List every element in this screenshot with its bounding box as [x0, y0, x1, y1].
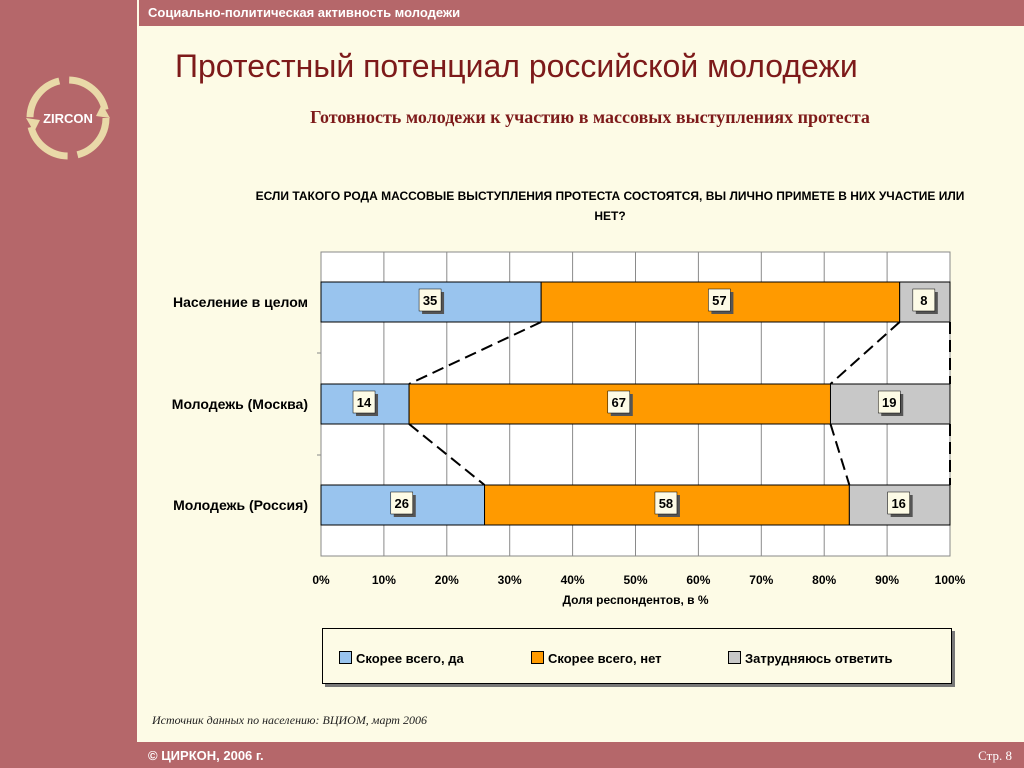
x-tick-label: 50%	[623, 573, 647, 587]
value-label-box	[352, 390, 376, 414]
value-label-box	[912, 288, 936, 312]
legend-label-no: Скорее всего, нет	[548, 651, 662, 666]
top-bar	[0, 0, 1024, 26]
legend-swatch-no	[531, 651, 544, 664]
x-axis-label: Доля респондентов, в %	[562, 593, 708, 607]
value-label: 26	[395, 496, 409, 511]
x-tick-label: 10%	[372, 573, 396, 587]
legend-label-yes: Скорее всего, да	[356, 651, 464, 666]
legend-item-unsure: Затрудняюсь ответить	[728, 651, 892, 666]
x-tick-label: 70%	[749, 573, 773, 587]
x-tick-label: 40%	[561, 573, 585, 587]
value-label-box	[654, 491, 678, 515]
value-label: 35	[423, 293, 437, 308]
x-tick-label: 0%	[312, 573, 330, 587]
section-title: Социально-политическая активность молоде…	[148, 5, 461, 20]
x-tick-label: 90%	[875, 573, 899, 587]
connector-line	[408, 423, 486, 486]
footer-copyright: © ЦИРКОН, 2006 г.	[148, 748, 264, 763]
value-label: 67	[612, 395, 626, 410]
value-label-box	[708, 288, 731, 312]
legend-item-no: Скорее всего, нет	[531, 651, 662, 666]
value-label: 8	[920, 293, 927, 308]
bottom-bar	[0, 742, 1024, 768]
x-tick-label: 100%	[935, 573, 966, 587]
survey-question: ЕСЛИ ТАКОГО РОДА МАССОВЫЕ ВЫСТУПЛЕНИЯ ПР…	[255, 189, 965, 223]
chart-legend: Скорее всего, да Скорее всего, нет Затру…	[322, 628, 952, 684]
legend-item-yes: Скорее всего, да	[339, 651, 464, 666]
value-label-box	[418, 288, 442, 312]
category-label: Молодежь (Россия)	[173, 497, 308, 513]
connector-line	[408, 321, 542, 385]
page-number: Стр. 8	[978, 748, 1012, 763]
x-tick-label: 20%	[435, 573, 459, 587]
legend-swatch-yes	[339, 651, 352, 664]
category-label: Население в целом	[173, 294, 308, 310]
value-label-box	[887, 491, 910, 515]
page-title: Протестный потенциал российской молодежи	[175, 48, 858, 84]
zircon-logo: ZIRCON	[26, 76, 110, 160]
left-panel	[0, 26, 137, 742]
value-label-box	[390, 491, 414, 515]
value-label-box	[877, 390, 901, 414]
x-tick-label: 30%	[498, 573, 522, 587]
value-label: 19	[882, 395, 896, 410]
connector-line	[829, 423, 851, 486]
top-bar-divider	[137, 0, 139, 26]
page-subtitle: Готовность молодежи к участию в массовых…	[310, 107, 870, 127]
value-label: 16	[891, 496, 905, 511]
x-tick-label: 80%	[812, 573, 836, 587]
legend-label-unsure: Затрудняюсь ответить	[745, 651, 893, 666]
value-label-box	[607, 390, 631, 414]
data-source-note: Источник данных по населению: ВЦИОМ, мар…	[152, 713, 427, 727]
category-label: Молодежь (Москва)	[172, 396, 308, 412]
legend-swatch-unsure	[728, 651, 741, 664]
x-tick-label: 60%	[686, 573, 710, 587]
value-label: 58	[659, 496, 673, 511]
value-label: 14	[357, 395, 372, 410]
connector-line	[829, 321, 901, 385]
value-label: 57	[712, 293, 726, 308]
logo-text: ZIRCON	[43, 111, 93, 126]
